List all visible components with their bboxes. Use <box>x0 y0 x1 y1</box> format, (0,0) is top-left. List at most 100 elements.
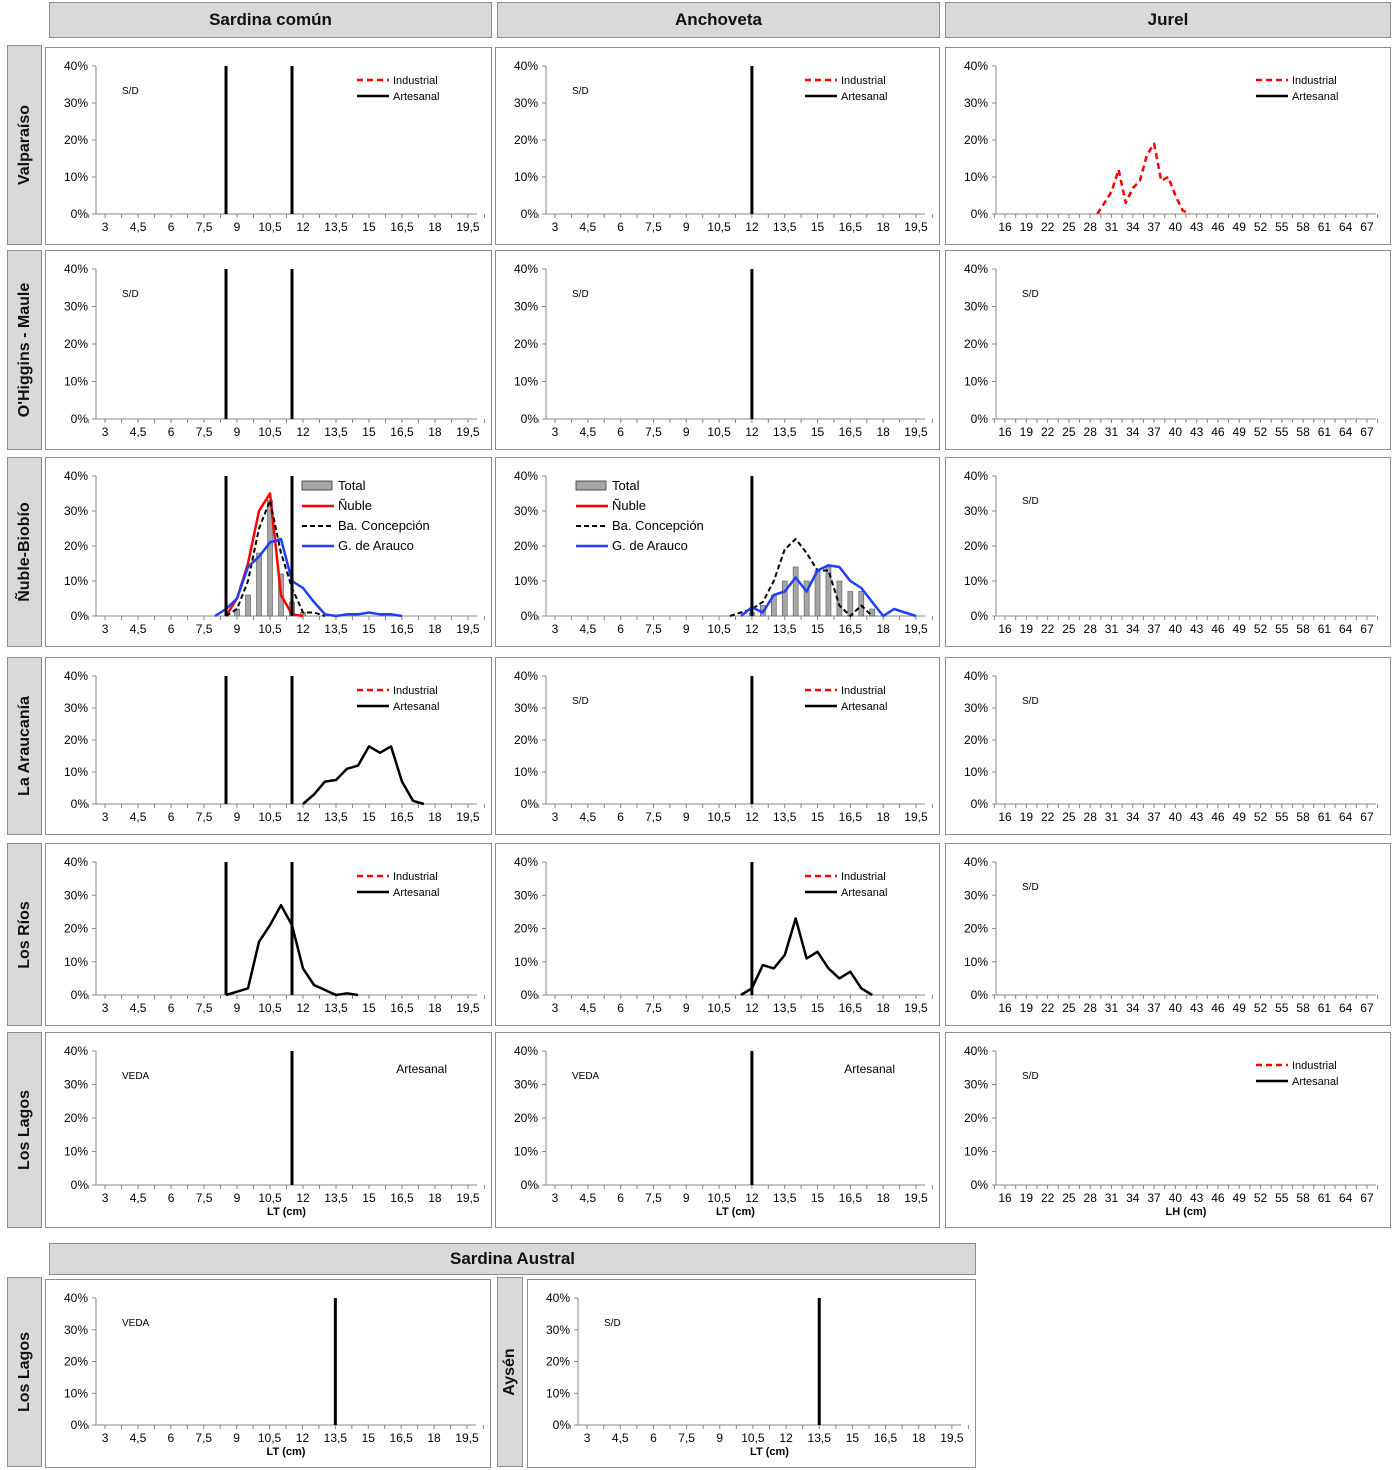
x-tick-label: 16,5 <box>390 1001 414 1015</box>
x-tick-label: 40 <box>1169 622 1183 636</box>
chart-anchoveta-losrios: 0% 10% 20% 30% 40% 3 4,5 6 7,5 9 10,5 12 13,5 15 16,5 1… <box>495 843 940 1026</box>
x-tick-label: 16,5 <box>839 1191 863 1205</box>
header-jurel-text: Jurel <box>1147 10 1189 29</box>
y-tick-label: 40% <box>64 262 88 276</box>
y-tick-label: 20% <box>546 1355 570 1369</box>
x-tick-label: 3 <box>552 220 559 234</box>
y-tick-label: 0% <box>971 207 989 221</box>
y-tick-label: 30% <box>964 888 988 902</box>
x-tick-label: 16 <box>998 1001 1012 1015</box>
x-tick-label: 67 <box>1360 1191 1374 1205</box>
chart-sardina-comun-valparaiso: 0% 10% 20% 30% 40% 3 4,5 6 7,5 9 10,5 12 13,5 15 16,5 1… <box>45 47 492 245</box>
y-tick-label: 20% <box>64 133 88 147</box>
x-tick-label: 19 <box>1020 220 1034 234</box>
x-tick-label: 9 <box>234 1191 241 1205</box>
total-bar <box>825 566 832 617</box>
x-tick-label: 6 <box>168 425 175 439</box>
x-tick-label: 18 <box>428 1001 442 1015</box>
x-tick-label: 49 <box>1233 622 1247 636</box>
x-tick-label: 31 <box>1105 1001 1119 1015</box>
x-tick-label: 12 <box>745 810 759 824</box>
x-tick-label: 37 <box>1147 1191 1161 1205</box>
y-tick-label: 20% <box>64 539 88 553</box>
legend-label: Artesanal <box>393 701 439 713</box>
y-tick-label: 0% <box>971 988 989 1002</box>
y-tick-label: 40% <box>64 469 88 483</box>
x-tick-label: 7,5 <box>645 425 662 439</box>
x-tick-label: 4,5 <box>130 1191 147 1205</box>
x-tick-label: 22 <box>1041 1001 1055 1015</box>
row-label-valparaiso: Valparaíso <box>7 45 42 245</box>
x-tick-label: 9 <box>683 220 690 234</box>
x-tick-label: 13,5 <box>808 1431 832 1445</box>
x-tick-label: 13,5 <box>773 220 797 234</box>
x-tick-label: 64 <box>1339 220 1353 234</box>
y-tick-label: 10% <box>964 765 988 779</box>
y-tick-label: 0% <box>971 797 989 811</box>
x-tick-label: 6 <box>168 220 175 234</box>
x-tick-label: 19 <box>1020 810 1034 824</box>
x-tick-label: 15 <box>362 810 376 824</box>
y-tick-label: 10% <box>514 765 538 779</box>
x-axis-label: LT (cm) <box>716 1206 755 1218</box>
x-tick-label: 9 <box>234 220 241 234</box>
chart-svg: 0% 10% 20% 30% 40% 3 4,5 6 7,5 9 10,5 12 13,5 15 16,5 1… <box>514 855 933 1015</box>
x-tick-label: 16,5 <box>839 810 863 824</box>
x-tick-label: 18 <box>428 622 442 636</box>
x-tick-label: 19,5 <box>456 810 480 824</box>
y-tick-label: 30% <box>964 96 988 110</box>
x-tick-label: 22 <box>1041 1191 1055 1205</box>
x-tick-label: 4,5 <box>130 425 147 439</box>
y-tick-label: 30% <box>64 1323 88 1337</box>
chart-jurel-loslagos: 0% 10% 20% 30% 40% 16 19 22 25 28 31 34 37 40 43 46 49 52… <box>945 1032 1391 1228</box>
y-tick-label: 0% <box>521 609 539 623</box>
y-tick-label: 10% <box>64 955 88 969</box>
panel-note: S/D <box>604 1318 621 1329</box>
y-tick-label: 10% <box>64 1386 88 1400</box>
x-tick-label: 49 <box>1233 810 1247 824</box>
x-tick-label: 12 <box>296 425 310 439</box>
header-sardina-comun-text: Sardina común <box>209 10 332 29</box>
x-tick-label: 37 <box>1147 220 1161 234</box>
x-tick-label: 18 <box>876 220 890 234</box>
total-bar <box>792 566 799 617</box>
y-tick-label: 10% <box>964 375 988 389</box>
x-tick-label: 10,5 <box>707 810 731 824</box>
x-tick-label: 22 <box>1041 810 1055 824</box>
x-tick-label: 7,5 <box>195 1431 212 1445</box>
header-anchoveta-text: Anchoveta <box>675 10 762 29</box>
total-bar <box>814 570 821 617</box>
legend-label: Industrial <box>841 685 886 697</box>
x-tick-label: 15 <box>846 1431 860 1445</box>
x-tick-label: 10,5 <box>258 1001 282 1015</box>
chart-svg: 0% 10% 20% 30% 40% 3 4,5 6 7,5 9 10,5 12 13,5 15 16,5 1… <box>64 669 485 824</box>
x-tick-label: 58 <box>1296 622 1310 636</box>
row-label-los-lagos-austral: Los Lagos <box>7 1277 42 1467</box>
y-tick-label: 0% <box>521 988 539 1002</box>
x-tick-label: 19 <box>1020 622 1034 636</box>
y-tick-label: 30% <box>64 96 88 110</box>
legend-label: Industrial <box>393 871 438 883</box>
y-tick-label: 40% <box>964 669 988 683</box>
y-tick-label: 20% <box>514 337 538 351</box>
x-tick-label: 67 <box>1360 810 1374 824</box>
x-tick-label: 6 <box>168 1431 175 1445</box>
panel-note: S/D <box>572 289 589 300</box>
x-tick-label: 10,5 <box>258 1191 282 1205</box>
panel-note: S/D <box>122 86 139 97</box>
x-tick-label: 52 <box>1254 810 1268 824</box>
x-tick-label: 61 <box>1318 1001 1332 1015</box>
chart-sardina-comun-losrios: 0% 10% 20% 30% 40% 3 4,5 6 7,5 9 10,5 12 13,5 15 16,5 1… <box>45 843 492 1026</box>
x-tick-label: 16,5 <box>839 220 863 234</box>
x-tick-label: 55 <box>1275 1001 1289 1015</box>
x-tick-label: 10,5 <box>707 1001 731 1015</box>
x-tick-label: 15 <box>811 1001 825 1015</box>
x-tick-label: 15 <box>811 1191 825 1205</box>
x-tick-label: 18 <box>876 622 890 636</box>
x-tick-label: 9 <box>234 810 241 824</box>
x-tick-label: 3 <box>102 622 109 636</box>
x-tick-label: 3 <box>584 1431 591 1445</box>
x-tick-label: 13,5 <box>773 1001 797 1015</box>
x-tick-label: 3 <box>102 810 109 824</box>
total-bar <box>803 580 810 617</box>
